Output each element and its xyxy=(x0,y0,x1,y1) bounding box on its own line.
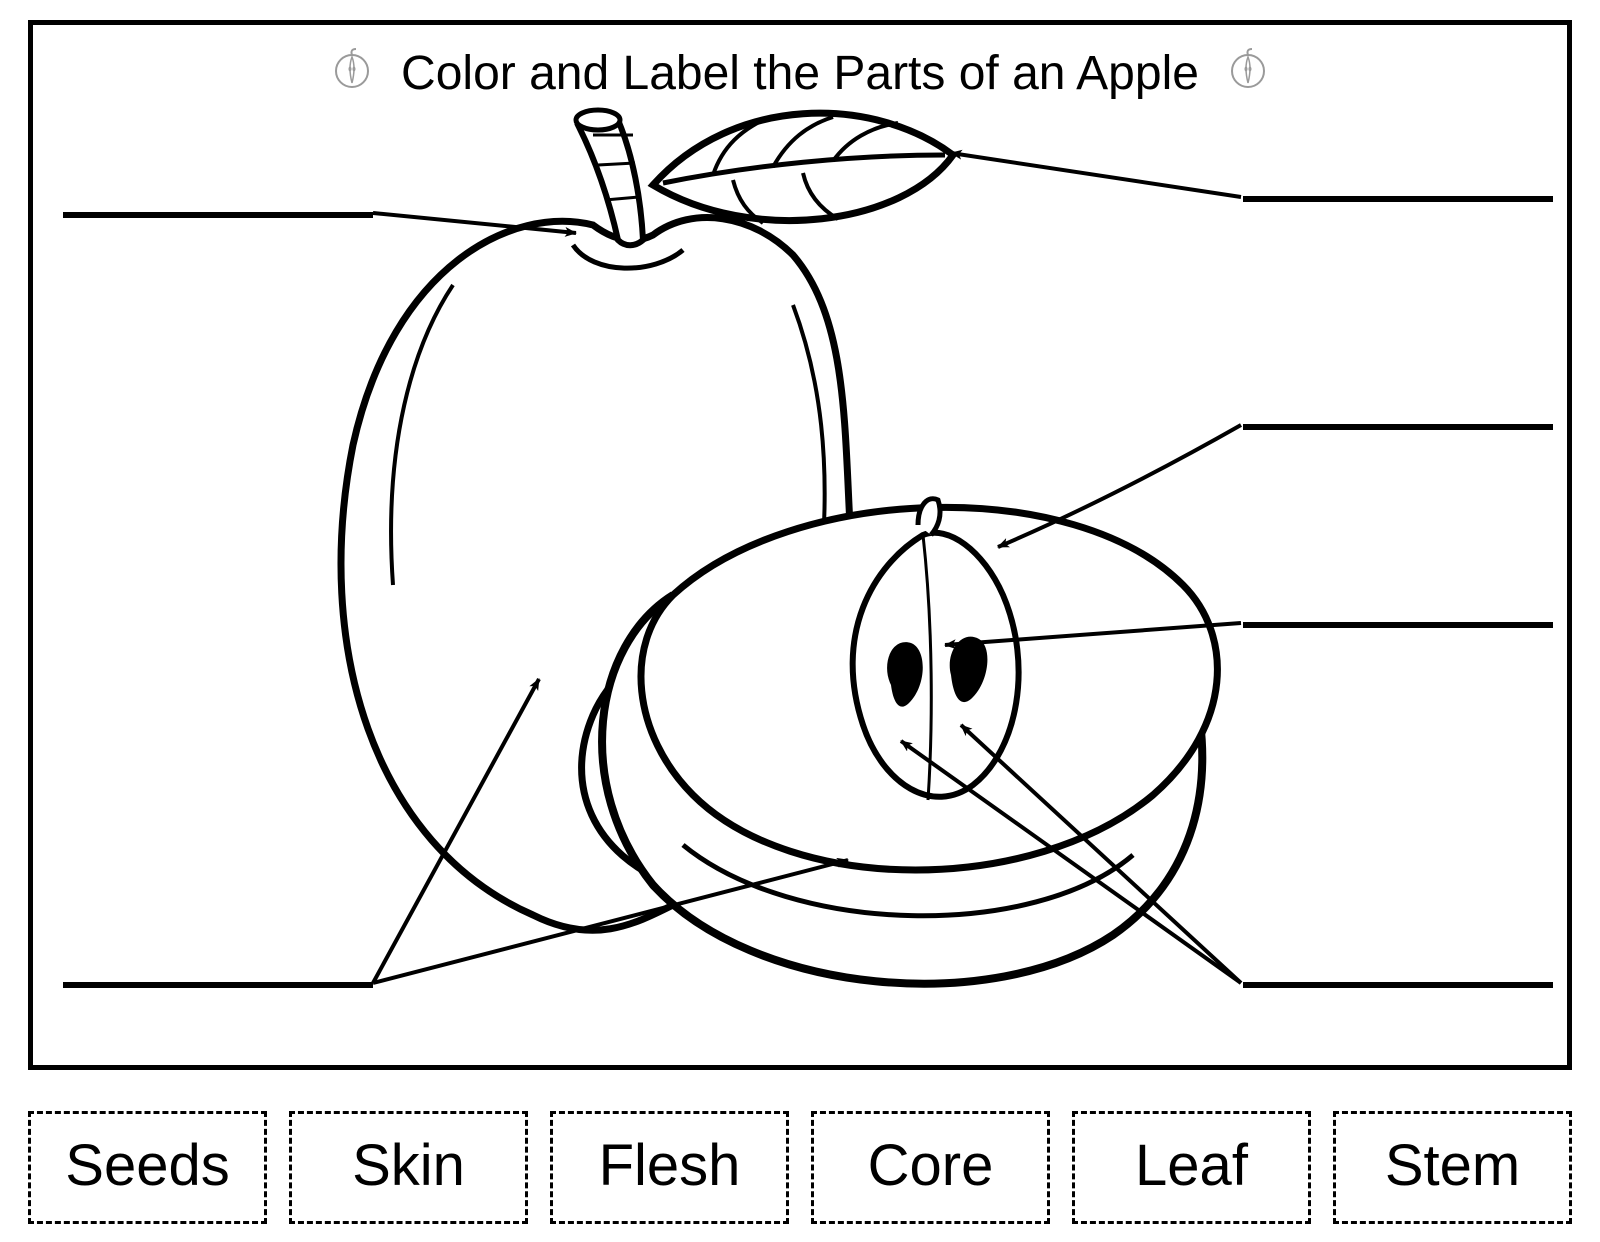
word-bank-label: Core xyxy=(868,1133,994,1198)
word-bank-item[interactable]: Flesh xyxy=(550,1111,789,1224)
word-bank-label: Stem xyxy=(1385,1133,1520,1198)
arrow-to-leaf xyxy=(951,153,1241,197)
worksheet-page: Color and Label the Parts of an Apple xyxy=(0,0,1600,1242)
main-frame: Color and Label the Parts of an Apple xyxy=(28,20,1572,1070)
word-bank-label: Skin xyxy=(352,1133,465,1198)
word-bank-item[interactable]: Seeds xyxy=(28,1111,267,1224)
word-bank-label: Leaf xyxy=(1135,1133,1248,1198)
word-bank-label: Flesh xyxy=(599,1133,741,1198)
word-bank-item[interactable]: Leaf xyxy=(1072,1111,1311,1224)
word-bank-item[interactable]: Core xyxy=(811,1111,1050,1224)
apple-leaf xyxy=(653,113,953,223)
word-bank-item[interactable]: Stem xyxy=(1333,1111,1572,1224)
word-bank-item[interactable]: Skin xyxy=(289,1111,528,1224)
word-bank-label: Seeds xyxy=(65,1133,229,1198)
apple-diagram xyxy=(33,25,1567,1065)
word-bank: Seeds Skin Flesh Core Leaf Stem xyxy=(28,1111,1572,1224)
